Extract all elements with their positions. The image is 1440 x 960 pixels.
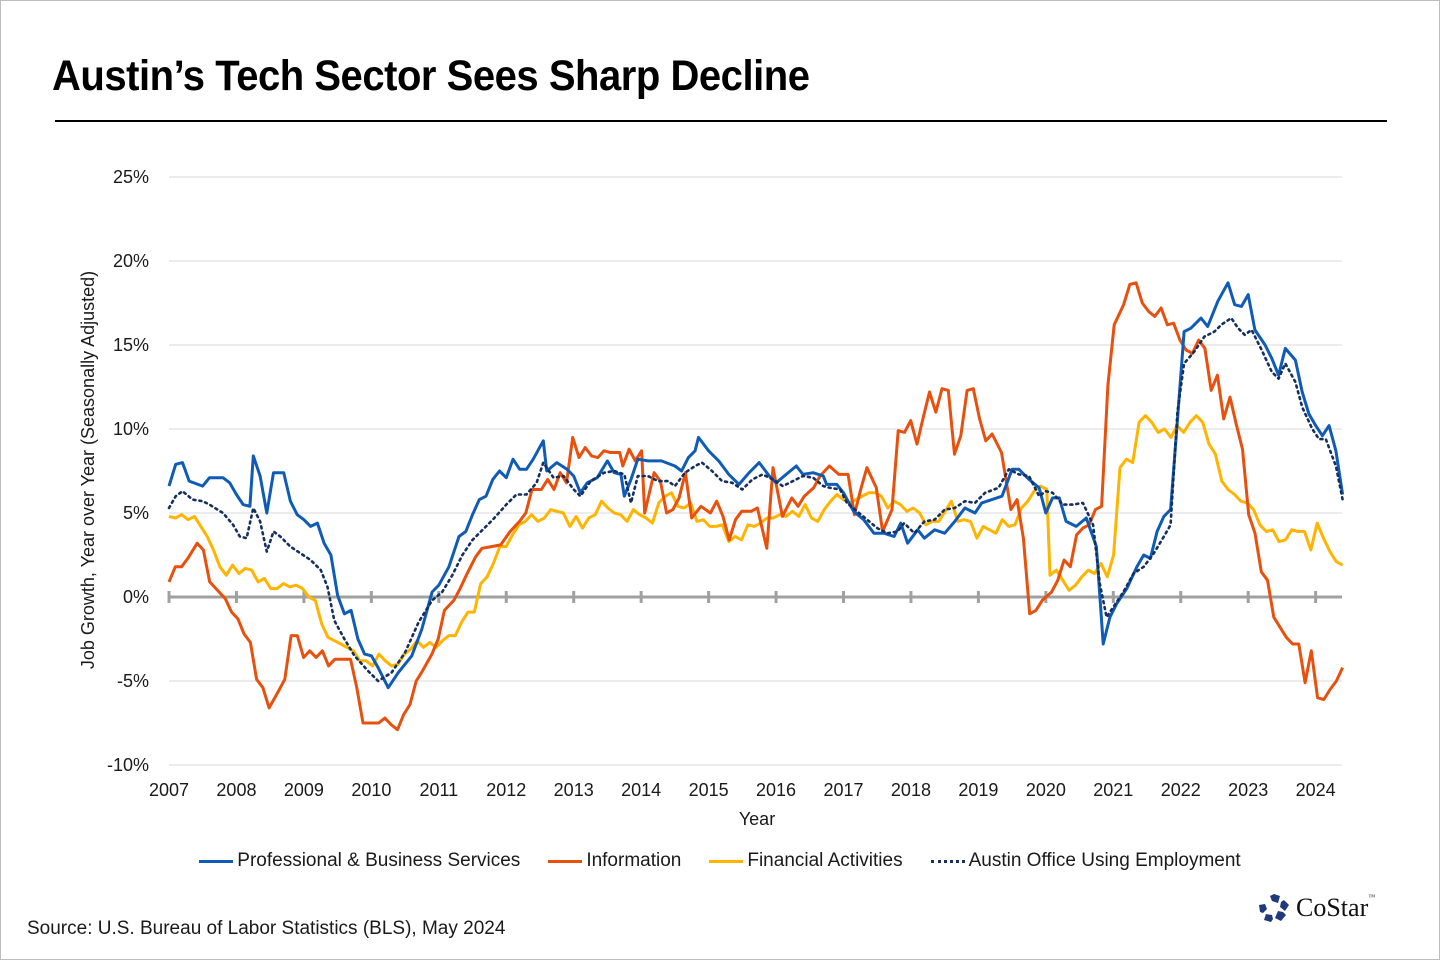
series-line-financial-activities xyxy=(168,414,1344,668)
legend: Professional & Business Services Informa… xyxy=(0,850,1440,872)
legend-label: Information xyxy=(586,850,682,871)
legend-label: Austin Office Using Employment xyxy=(968,850,1241,871)
x-tick-label: 2020 xyxy=(1026,780,1066,800)
y-tick-label: -5% xyxy=(117,671,149,691)
x-axis-title: Year xyxy=(739,809,775,829)
legend-item-office-employment: Austin Office Using Employment xyxy=(930,850,1241,872)
legend-label: Professional & Business Services xyxy=(237,850,521,871)
y-tick-label: 0% xyxy=(123,587,149,607)
y-tick-label: 20% xyxy=(113,251,149,271)
costar-logo: CoStar™ xyxy=(1258,893,1375,923)
legend-swatch-office-employment xyxy=(930,859,965,863)
y-tick-label: 10% xyxy=(113,419,149,439)
x-tick-label: 2024 xyxy=(1296,780,1336,800)
x-tick-label: 2019 xyxy=(958,780,998,800)
legend-swatch-information xyxy=(548,859,583,863)
costar-wordmark: CoStar™ xyxy=(1296,893,1376,922)
x-tick-label: 2015 xyxy=(689,780,729,800)
y-tick-label: 25% xyxy=(113,167,149,187)
y-tick-label: -10% xyxy=(107,755,149,775)
y-tick-label: 15% xyxy=(113,335,149,355)
series-line-professional-business-services xyxy=(167,281,1345,690)
legend-item-financial: Financial Activities xyxy=(709,850,903,872)
x-tick-label: 2022 xyxy=(1161,780,1201,800)
legend-label: Financial Activities xyxy=(747,850,903,871)
x-tick-label: 2018 xyxy=(891,780,931,800)
x-tick-label: 2008 xyxy=(216,780,256,800)
x-tick-label: 2013 xyxy=(554,780,594,800)
x-tick-label: 2016 xyxy=(756,780,796,800)
x-axis xyxy=(167,591,1342,603)
x-tick-label: 2023 xyxy=(1228,780,1268,800)
costar-star-icon xyxy=(1259,894,1289,922)
x-tick-label: 2007 xyxy=(149,780,189,800)
x-tick-label: 2010 xyxy=(351,780,391,800)
legend-item-information: Information xyxy=(548,850,681,872)
series-line-austin-office-using-employment xyxy=(167,316,1344,683)
x-tick-label: 2011 xyxy=(419,780,458,800)
x-axis-tick-labels: 2007 2008 2009 2010 2011 2012 2013 2014 2015 2016… xyxy=(149,780,1336,800)
x-tick-label: 2009 xyxy=(284,780,324,800)
y-tick-label: 5% xyxy=(123,503,149,523)
source-note: Source: U.S. Bureau of Labor Statistics … xyxy=(27,918,506,939)
series-line-information xyxy=(167,281,1344,732)
chart-title: Austin’s Tech Sector Sees Sharp Decline xyxy=(52,52,810,100)
x-tick-label: 2021 xyxy=(1093,780,1133,800)
x-tick-label: 2012 xyxy=(486,780,526,800)
y-axis-tick-labels: 25% 20% 15% 10% 5% 0% -5% -10% xyxy=(107,167,149,775)
y-axis-title: Job Growth, Year over Year (Seasonally A… xyxy=(78,271,98,669)
legend-swatch-professional xyxy=(199,859,234,863)
x-tick-label: 2017 xyxy=(823,780,863,800)
legend-item-professional: Professional & Business Services xyxy=(199,850,520,872)
title-divider xyxy=(55,120,1387,122)
legend-swatch-financial xyxy=(709,859,744,863)
x-tick-label: 2014 xyxy=(621,780,661,800)
gridlines xyxy=(169,176,1342,766)
series-lines xyxy=(167,281,1345,732)
